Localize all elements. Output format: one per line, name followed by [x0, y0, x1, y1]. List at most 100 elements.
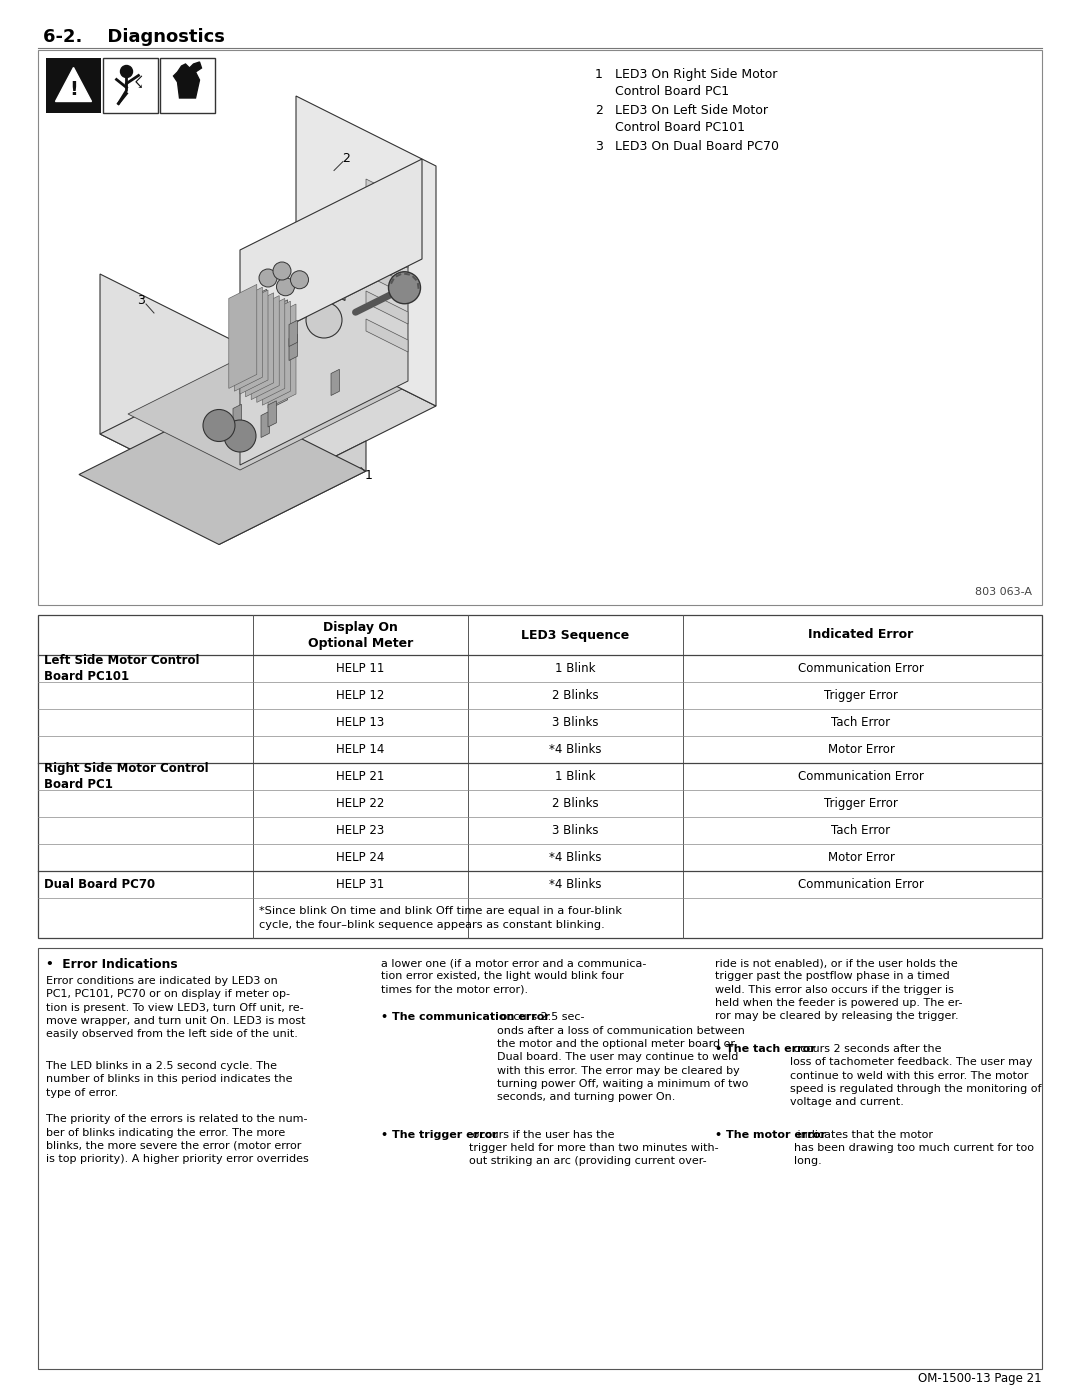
- Bar: [38, 50, 1042, 605]
- Text: 2: 2: [342, 152, 350, 165]
- Text: 2: 2: [595, 103, 603, 117]
- Circle shape: [306, 302, 342, 338]
- Text: 1 Blink: 1 Blink: [555, 770, 596, 782]
- Text: HELP 21: HELP 21: [336, 770, 384, 782]
- Text: a lower one (if a motor error and a communica-
tion error existed, the light wou: a lower one (if a motor error and a comm…: [380, 958, 646, 995]
- Polygon shape: [252, 296, 280, 400]
- Text: 1: 1: [365, 469, 373, 482]
- Circle shape: [259, 270, 276, 286]
- Text: ride is not enabled), or if the user holds the
trigger past the postflow phase i: ride is not enabled), or if the user hol…: [715, 958, 963, 1021]
- Polygon shape: [330, 369, 339, 395]
- Polygon shape: [289, 334, 297, 360]
- Polygon shape: [233, 404, 242, 430]
- Text: 2 Blinks: 2 Blinks: [552, 689, 598, 703]
- Polygon shape: [257, 299, 285, 402]
- Circle shape: [389, 272, 420, 303]
- Text: indicates that the motor
has been drawing too much current for too
long.: indicates that the motor has been drawin…: [795, 1130, 1035, 1166]
- Polygon shape: [268, 305, 296, 408]
- Text: HELP 11: HELP 11: [336, 662, 384, 675]
- Polygon shape: [366, 291, 408, 324]
- Text: Tach Error: Tach Error: [832, 824, 891, 837]
- Circle shape: [224, 420, 256, 453]
- Bar: [38, 949, 1042, 1369]
- Polygon shape: [245, 293, 273, 397]
- Polygon shape: [100, 274, 240, 504]
- Polygon shape: [234, 288, 262, 391]
- Text: LED3 Sequence: LED3 Sequence: [522, 629, 630, 641]
- Text: 1: 1: [595, 68, 603, 81]
- Text: 3 Blinks: 3 Blinks: [552, 717, 598, 729]
- Text: *Since blink On time and blink Off time are equal in a four-blink
cycle, the fou: *Since blink On time and blink Off time …: [259, 907, 622, 929]
- Text: *4 Blinks: *4 Blinks: [550, 851, 602, 863]
- Polygon shape: [55, 67, 92, 102]
- Text: Motor Error: Motor Error: [827, 851, 894, 863]
- Text: HELP 24: HELP 24: [336, 851, 384, 863]
- Polygon shape: [273, 310, 287, 407]
- Text: Left Side Motor Control
Board PC101: Left Side Motor Control Board PC101: [44, 654, 200, 683]
- Circle shape: [276, 278, 295, 296]
- Polygon shape: [240, 265, 408, 465]
- Text: occurs 2 seconds after the
loss of tachometer feedback. The user may
continue to: occurs 2 seconds after the loss of tacho…: [789, 1044, 1041, 1108]
- Text: Right Side Motor Control
Board PC1: Right Side Motor Control Board PC1: [44, 761, 208, 791]
- Text: 3: 3: [595, 140, 603, 154]
- Polygon shape: [100, 337, 436, 504]
- Text: • The motor error: • The motor error: [715, 1130, 826, 1140]
- Text: HELP 23: HELP 23: [336, 824, 384, 837]
- Polygon shape: [261, 411, 269, 437]
- Text: •  Error Indications: • Error Indications: [46, 958, 177, 971]
- Text: Communication Error: Communication Error: [798, 770, 923, 782]
- Text: 3: 3: [137, 295, 145, 307]
- Text: 6-2.    Diagnostics: 6-2. Diagnostics: [43, 28, 225, 46]
- Polygon shape: [366, 179, 408, 212]
- Text: Communication Error: Communication Error: [798, 877, 923, 891]
- Text: 2 Blinks: 2 Blinks: [552, 798, 598, 810]
- Text: Error conditions are indicated by LED3 on
PC1, PC101, PC70 or on display if mete: Error conditions are indicated by LED3 o…: [46, 977, 306, 1039]
- Bar: [46, 59, 102, 113]
- Circle shape: [121, 66, 133, 77]
- Text: • The communication error: • The communication error: [380, 1013, 550, 1023]
- Text: OM-1500-13 Page 21: OM-1500-13 Page 21: [918, 1372, 1042, 1384]
- Circle shape: [273, 263, 291, 279]
- Text: 803 063-A: 803 063-A: [975, 587, 1032, 597]
- Text: Dual Board PC70: Dual Board PC70: [44, 877, 156, 891]
- Polygon shape: [273, 300, 287, 397]
- Polygon shape: [79, 401, 366, 545]
- Text: 3 Blinks: 3 Blinks: [552, 824, 598, 837]
- Text: Indicated Error: Indicated Error: [808, 629, 914, 641]
- Text: Motor Error: Motor Error: [827, 743, 894, 756]
- Text: • The tach error: • The tach error: [715, 1044, 816, 1053]
- Polygon shape: [219, 441, 366, 545]
- Text: 1 Blink: 1 Blink: [555, 662, 596, 675]
- Text: HELP 31: HELP 31: [336, 877, 384, 891]
- Circle shape: [203, 409, 235, 441]
- Polygon shape: [366, 319, 408, 352]
- Text: ☇: ☇: [134, 74, 144, 92]
- Text: • The trigger error: • The trigger error: [380, 1130, 498, 1140]
- Text: HELP 12: HELP 12: [336, 689, 384, 703]
- Text: occurs if the user has the
trigger held for more than two minutes with-
out stri: occurs if the user has the trigger held …: [469, 1130, 718, 1166]
- Text: The LED blinks in a 2.5 second cycle. The
number of blinks in this period indica: The LED blinks in a 2.5 second cycle. Th…: [46, 1060, 293, 1098]
- Text: *4 Blinks: *4 Blinks: [550, 877, 602, 891]
- Polygon shape: [253, 299, 267, 397]
- Text: HELP 22: HELP 22: [336, 798, 384, 810]
- Text: HELP 14: HELP 14: [336, 743, 384, 756]
- Text: Trigger Error: Trigger Error: [824, 689, 897, 703]
- Polygon shape: [129, 330, 408, 469]
- Text: Communication Error: Communication Error: [798, 662, 923, 675]
- Polygon shape: [240, 291, 268, 394]
- Polygon shape: [296, 96, 436, 407]
- Bar: [103, 59, 158, 113]
- Text: The priority of the errors is related to the num-
ber of blinks indicating the e: The priority of the errors is related to…: [46, 1115, 309, 1164]
- Text: *4 Blinks: *4 Blinks: [550, 743, 602, 756]
- Polygon shape: [174, 61, 202, 98]
- Text: LED3 On Left Side Motor
Control Board PC101: LED3 On Left Side Motor Control Board PC…: [615, 103, 768, 134]
- Polygon shape: [324, 250, 345, 300]
- Polygon shape: [262, 302, 291, 405]
- Text: Tach Error: Tach Error: [832, 717, 891, 729]
- Polygon shape: [366, 263, 408, 296]
- Text: Trigger Error: Trigger Error: [824, 798, 897, 810]
- Polygon shape: [289, 320, 297, 346]
- Circle shape: [291, 271, 309, 289]
- Bar: [38, 615, 1042, 937]
- Text: LED3 On Dual Board PC70: LED3 On Dual Board PC70: [615, 140, 779, 154]
